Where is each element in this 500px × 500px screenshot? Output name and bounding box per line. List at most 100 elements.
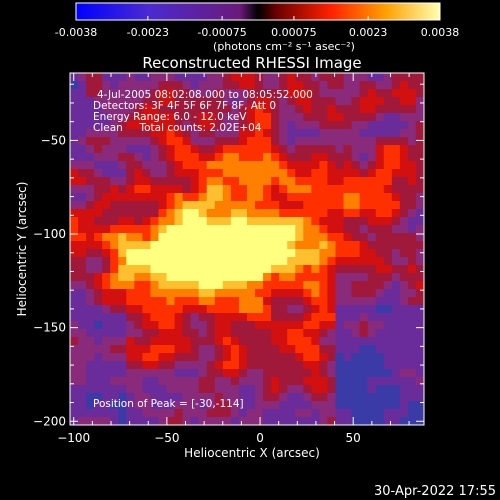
heatmap-cell	[118, 241, 127, 250]
heatmap-cell	[303, 249, 312, 258]
heatmap-cell	[206, 169, 216, 178]
heatmap-cell	[399, 97, 409, 106]
heatmap-cell	[247, 161, 256, 170]
heatmap-cell	[295, 89, 304, 98]
heatmap-cell	[102, 97, 111, 106]
heatmap-cell	[206, 305, 216, 314]
heatmap-cell	[126, 369, 135, 378]
heatmap-cell	[94, 313, 103, 322]
heatmap-cell	[230, 217, 240, 226]
heatmap-cell	[158, 137, 168, 146]
heatmap-cell	[287, 281, 296, 290]
heatmap-cell	[359, 177, 369, 186]
heatmap-cell	[375, 145, 385, 154]
heatmap-cell	[279, 225, 288, 234]
heatmap-cell	[415, 281, 425, 290]
heatmap-cell	[190, 81, 200, 90]
heatmap-cell	[78, 233, 87, 242]
heatmap-cell	[214, 177, 224, 186]
heatmap-cell	[150, 153, 159, 162]
heatmap-cell	[174, 273, 184, 282]
heatmap-cell	[327, 217, 336, 226]
heatmap-cell	[118, 345, 127, 354]
heatmap-cell	[182, 153, 192, 162]
heatmap-cell	[86, 89, 95, 98]
heatmap-cell	[375, 337, 385, 346]
heatmap-cell	[295, 81, 304, 90]
heatmap-cell	[359, 217, 369, 226]
heatmap-cell	[255, 89, 264, 98]
heatmap-cell	[86, 353, 95, 362]
heatmap-cell	[359, 313, 369, 322]
heatmap-cell	[327, 233, 336, 242]
heatmap-cell	[391, 161, 401, 170]
heatmap-cell	[214, 73, 224, 82]
heatmap-cell	[78, 177, 87, 186]
heatmap-cell	[335, 153, 345, 162]
heatmap-cell	[174, 97, 184, 106]
heatmap-cell	[415, 249, 425, 258]
heatmap-cell	[222, 185, 232, 194]
heatmap-cell	[271, 369, 280, 378]
heatmap-cell	[407, 177, 417, 186]
heatmap-cell	[86, 257, 95, 266]
heatmap-cell	[230, 409, 240, 418]
heatmap-cell	[407, 193, 417, 202]
heatmap-cell	[263, 113, 272, 122]
heatmap-cell	[367, 121, 377, 130]
heatmap-cell	[86, 321, 95, 330]
heatmap-cell	[263, 361, 272, 370]
heatmap-cell	[263, 129, 272, 138]
heatmap-cell	[311, 177, 320, 186]
heatmap-cell	[303, 241, 312, 250]
heatmap-cell	[78, 297, 87, 306]
heatmap-cell	[287, 81, 296, 90]
heatmap-cell	[102, 257, 111, 266]
heatmap-cell	[359, 113, 369, 122]
footer-date: 30-Apr-2022 17:55	[374, 484, 496, 499]
heatmap-cell	[351, 73, 361, 82]
heatmap-cell	[78, 361, 87, 370]
heatmap-cell	[174, 185, 184, 194]
heatmap-cell	[367, 337, 377, 346]
heatmap-cell	[391, 81, 401, 90]
heatmap-cell	[182, 305, 192, 314]
heatmap-cell	[206, 393, 216, 402]
heatmap-cell	[110, 161, 119, 170]
heatmap-cell	[351, 297, 361, 306]
heatmap-cell	[287, 225, 296, 234]
heatmap-cell	[190, 193, 200, 202]
heatmap-cell	[150, 113, 159, 122]
heatmap-cell	[158, 201, 168, 210]
heatmap-cell	[110, 153, 119, 162]
heatmap-cell	[126, 113, 135, 122]
heatmap-cell	[174, 241, 184, 250]
heatmap-cell	[230, 393, 240, 402]
heatmap-cell	[263, 345, 272, 354]
heatmap-cell	[230, 321, 240, 330]
heatmap-cell	[206, 289, 216, 298]
heatmap-cell	[230, 81, 240, 90]
heatmap-cell	[335, 185, 345, 194]
heatmap-cell	[222, 81, 232, 90]
heatmap-cell	[174, 89, 184, 98]
heatmap-cell	[94, 257, 103, 266]
heatmap-cell	[206, 377, 216, 386]
heatmap-cell	[110, 345, 119, 354]
heatmap-cell	[263, 89, 272, 98]
heatmap-cell	[295, 393, 304, 402]
heatmap-cell	[311, 265, 320, 274]
heatmap-cell	[279, 161, 288, 170]
heatmap-cell	[166, 393, 176, 402]
heatmap-cell	[190, 337, 200, 346]
heatmap-cell	[335, 161, 345, 170]
heatmap-cell	[126, 297, 135, 306]
heatmap-cell	[190, 145, 200, 154]
heatmap-cell	[263, 337, 272, 346]
heatmap-cell	[102, 369, 111, 378]
heatmap-cell	[142, 185, 151, 194]
heatmap-cell	[367, 401, 377, 410]
y-tick-label: −150	[33, 321, 66, 335]
heatmap-cell	[238, 273, 248, 282]
heatmap-cell	[327, 201, 336, 210]
